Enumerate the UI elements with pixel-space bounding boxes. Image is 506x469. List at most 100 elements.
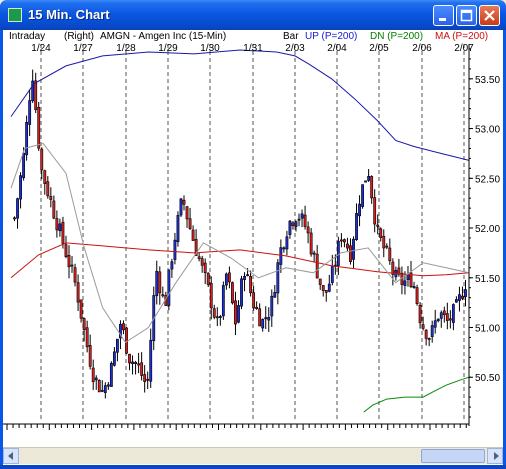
candle-up bbox=[433, 320, 437, 328]
candle-down bbox=[52, 200, 56, 219]
candle-up bbox=[439, 312, 443, 319]
candle-up bbox=[28, 100, 32, 125]
candle-down bbox=[46, 181, 50, 197]
date-label: 2/03 bbox=[285, 43, 305, 54]
candle-down bbox=[252, 292, 256, 309]
candle-up bbox=[454, 299, 458, 303]
candle-up bbox=[352, 238, 355, 260]
candle-up bbox=[297, 218, 301, 221]
candle-down bbox=[388, 247, 392, 262]
upper-band-label: UP (P=200) bbox=[305, 31, 357, 42]
candle-down bbox=[376, 224, 380, 227]
candle-down bbox=[158, 271, 162, 294]
candle-down bbox=[70, 264, 74, 267]
candle-up bbox=[94, 377, 98, 381]
candle-up bbox=[170, 261, 174, 270]
candle-up bbox=[25, 121, 29, 156]
candle-down bbox=[197, 256, 201, 259]
day-gridlines bbox=[40, 44, 465, 422]
candle-down bbox=[291, 222, 295, 226]
candle-down bbox=[415, 287, 419, 304]
candle-down bbox=[306, 226, 310, 234]
candle-up bbox=[179, 198, 183, 216]
candle-up bbox=[149, 339, 153, 382]
candle-up bbox=[167, 269, 171, 306]
candle-down bbox=[191, 229, 195, 241]
y-tick-label: 52.00 bbox=[475, 224, 500, 235]
candle-up bbox=[116, 338, 119, 353]
candle-down bbox=[55, 218, 59, 231]
candle-down bbox=[185, 206, 189, 220]
date-label: 1/24 bbox=[31, 43, 51, 54]
upper-band-line bbox=[10, 49, 470, 161]
candle-up bbox=[176, 215, 180, 243]
candle-up bbox=[267, 316, 271, 321]
candle-up bbox=[261, 319, 265, 329]
candle-down bbox=[13, 217, 16, 220]
candle-up bbox=[300, 213, 304, 219]
candle-down bbox=[397, 267, 401, 275]
candle-down bbox=[40, 148, 44, 171]
minimize-button[interactable] bbox=[433, 5, 454, 26]
x-axis: 1/24 1/27 1/28 1/29 1/30 1/31 2/03 2/04 2/05 2/06… bbox=[3, 43, 474, 430]
candle-down bbox=[324, 290, 328, 293]
candle-up bbox=[270, 295, 274, 317]
candle-down bbox=[97, 379, 101, 393]
plot-background bbox=[3, 30, 503, 448]
date-label: 1/29 bbox=[158, 43, 178, 54]
candle-down bbox=[61, 221, 65, 244]
moving-average-label: MA (P=200) bbox=[435, 31, 488, 42]
maximize-button[interactable] bbox=[456, 5, 477, 26]
candle-down bbox=[182, 199, 186, 205]
candle-down bbox=[343, 239, 346, 243]
candle-up bbox=[218, 316, 222, 318]
symbol-description: AMGN - Amgen Inc (15-Min) bbox=[100, 31, 226, 42]
scroll-thumb[interactable] bbox=[421, 449, 485, 463]
candle-up bbox=[288, 220, 292, 235]
candle-up bbox=[106, 384, 110, 387]
candle-up bbox=[367, 175, 371, 181]
candle-up bbox=[155, 270, 159, 297]
horizontal-scrollbar[interactable] bbox=[3, 447, 503, 464]
scroll-left-button[interactable] bbox=[3, 448, 19, 464]
candle-down bbox=[125, 327, 128, 354]
candle-up bbox=[464, 289, 467, 298]
candle-down bbox=[309, 232, 313, 255]
candle-down bbox=[200, 258, 204, 266]
candle-up bbox=[430, 325, 434, 337]
candle-up bbox=[327, 283, 331, 292]
candle-up bbox=[173, 239, 177, 260]
candle-down bbox=[418, 305, 422, 324]
candle-down bbox=[227, 272, 231, 283]
candle-down bbox=[34, 80, 38, 111]
candle-up bbox=[436, 318, 440, 322]
candle-up bbox=[336, 241, 340, 266]
candle-down bbox=[427, 338, 431, 340]
candle-down bbox=[312, 252, 316, 255]
candle-down bbox=[442, 310, 446, 316]
title-bar[interactable]: 15 Min. Chart bbox=[0, 0, 506, 30]
candle-up bbox=[31, 80, 35, 102]
candle-up bbox=[243, 276, 246, 280]
candle-down bbox=[134, 361, 137, 365]
candle-up bbox=[246, 274, 249, 277]
candle-down bbox=[249, 275, 253, 294]
y-tick-label: 52.50 bbox=[475, 174, 500, 185]
scroll-right-button[interactable] bbox=[487, 448, 503, 464]
candle-up bbox=[22, 152, 26, 179]
mode-label: Intraday bbox=[9, 31, 45, 42]
candle-up bbox=[19, 175, 22, 200]
chart-area[interactable]: 1/24 1/27 1/28 1/29 1/30 1/31 2/03 2/04 2/05 2/06… bbox=[3, 30, 503, 466]
close-button[interactable] bbox=[479, 5, 500, 26]
y-tick-label: 53.00 bbox=[475, 125, 500, 136]
candle-down bbox=[339, 239, 343, 242]
candle-down bbox=[448, 318, 452, 321]
candle-down bbox=[461, 295, 464, 299]
candle-down bbox=[67, 255, 71, 268]
candle-down bbox=[43, 170, 47, 184]
moving-average-line bbox=[10, 242, 470, 279]
candle-down bbox=[385, 245, 389, 248]
price-chart[interactable]: 1/24 1/27 1/28 1/29 1/30 1/31 2/03 2/04 2/05 2/06… bbox=[3, 30, 503, 448]
candle-down bbox=[231, 282, 234, 304]
